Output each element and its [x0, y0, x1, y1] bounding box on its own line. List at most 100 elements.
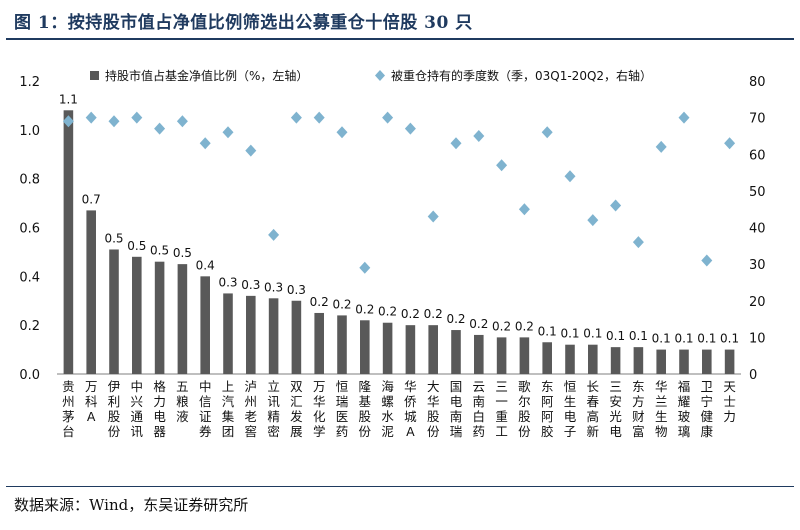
bar-data-label: 0.5 — [127, 239, 146, 253]
bar — [451, 330, 461, 374]
right-tick-label: 70 — [749, 112, 766, 127]
bar — [291, 300, 302, 374]
bar-data-label: 0.3 — [218, 275, 237, 289]
bar-data-label: 0.2 — [378, 305, 397, 319]
bar — [565, 344, 575, 374]
category-label: 福耀玻璃 — [678, 379, 691, 439]
bar-data-label: 0.4 — [196, 258, 215, 272]
scatter-point — [359, 261, 371, 274]
page-title: 图 1：按持股市值占净值比例筛选出公募重仓十倍股 30 只 — [14, 13, 473, 33]
right-tick-label: 80 — [749, 75, 766, 90]
category-label: 长春高新 — [587, 379, 600, 439]
category-label: 贵州茅台 — [62, 379, 75, 439]
right-tick-label: 0 — [749, 368, 757, 383]
legend-bar-swatch — [90, 71, 99, 80]
category-label: 双汇发展 — [290, 379, 303, 439]
bar-series — [63, 110, 735, 375]
source-divider — [6, 486, 794, 487]
scatter-point — [313, 111, 325, 124]
category-label: 泸州老窖 — [245, 379, 258, 439]
scatter-point — [427, 210, 439, 223]
bar — [633, 347, 644, 374]
bar — [679, 349, 689, 374]
legend-scatter-swatch — [375, 70, 385, 81]
bar-data-label: 0.7 — [82, 192, 101, 206]
scatter-point — [108, 115, 120, 128]
scatter-point — [655, 140, 667, 153]
bar — [405, 325, 416, 374]
bar-data-label: 0.2 — [515, 319, 534, 333]
category-label: 中信证券 — [199, 379, 212, 439]
source-note: 数据来源：Wind，东吴证券研究所 — [14, 496, 249, 514]
scatter-point — [610, 199, 622, 212]
scatter-point — [587, 214, 599, 227]
bar-data-labels: 1.10.70.50.5 0.5 0.50.40.3 0.3 0.3 0.30.2 0.2 0… — [59, 92, 739, 345]
bar-data-label: 0.3 — [264, 280, 283, 294]
category-label: 中兴通讯 — [131, 379, 144, 439]
title-divider — [6, 38, 794, 40]
scatter-point — [222, 126, 234, 139]
scatter-point — [268, 228, 280, 241]
bar-data-label: 0.2 — [332, 297, 351, 311]
scatter-point — [85, 111, 97, 124]
bar — [724, 349, 735, 374]
category-label: 云南白药 — [473, 379, 486, 439]
category-label: 歌尔股份 — [518, 379, 531, 439]
left-tick-label: 0.8 — [19, 173, 40, 188]
bar-data-label: 0.1 — [697, 332, 716, 346]
legend-scatter-label: 被重仓持有的季度数（季，03Q1-20Q2，右轴） — [391, 68, 652, 83]
scatter-point — [473, 129, 485, 142]
scatter-point — [724, 137, 736, 150]
bar — [109, 249, 119, 374]
category-label: 伊利股份 — [108, 379, 121, 439]
category-label: 隆基股份 — [359, 379, 372, 439]
bar-data-label: 0.1 — [560, 327, 579, 341]
scatter-point — [154, 122, 166, 135]
bar-data-label: 0.1 — [606, 329, 625, 343]
bar — [86, 210, 96, 374]
scatter-point — [290, 111, 302, 124]
left-tick-label: 1.0 — [19, 124, 40, 139]
bar — [474, 334, 484, 374]
bar-data-label: 0.1 — [674, 332, 693, 346]
bar — [223, 293, 233, 374]
left-tick-label: 0.4 — [19, 270, 40, 285]
category-label: 天士力 — [723, 379, 736, 424]
bar-data-label: 0.1 — [652, 332, 671, 346]
bar — [702, 349, 712, 374]
bar-data-label: 1.1 — [59, 92, 78, 106]
right-tick-label: 10 — [749, 331, 766, 346]
scatter-point — [564, 170, 576, 183]
bar — [337, 315, 347, 374]
right-tick-label: 50 — [749, 185, 766, 200]
bar-data-label: 0.2 — [492, 319, 511, 333]
scatter-point — [404, 122, 416, 135]
right-tick-label: 20 — [749, 295, 766, 310]
bar — [200, 276, 210, 374]
bar — [428, 325, 438, 374]
bar-data-label: 0.5 — [150, 244, 169, 258]
bar-data-label: 0.2 — [310, 295, 329, 309]
category-label: 卫宁健康 — [701, 379, 714, 439]
scatter-point — [678, 111, 690, 124]
category-label: 立讯精密 — [267, 379, 280, 439]
bar — [177, 264, 188, 374]
scatter-point — [62, 115, 74, 128]
category-label: 海螺水泥 — [381, 379, 394, 439]
left-tick-label: 0.0 — [19, 368, 40, 383]
bar-data-label: 0.2 — [424, 307, 443, 321]
scatter-point — [632, 236, 644, 249]
bar-data-label: 0.1 — [583, 327, 602, 341]
scatter-point — [176, 115, 188, 128]
left-tick-label: 0.2 — [19, 319, 40, 334]
category-label: 华兰生物 — [655, 379, 668, 439]
right-axis-ticks: 0 10 20 30 40 50 60 70 80 — [749, 75, 766, 383]
bar — [496, 337, 507, 374]
category-label: 上汽集团 — [222, 379, 235, 439]
right-tick-label: 30 — [749, 258, 766, 273]
bar — [656, 349, 666, 374]
left-axis-ticks: 0.0 0.2 0.4 0.6 0.8 1.0 1.2 — [19, 75, 40, 383]
bar — [610, 347, 621, 374]
bar-data-label: 0.1 — [538, 324, 557, 338]
